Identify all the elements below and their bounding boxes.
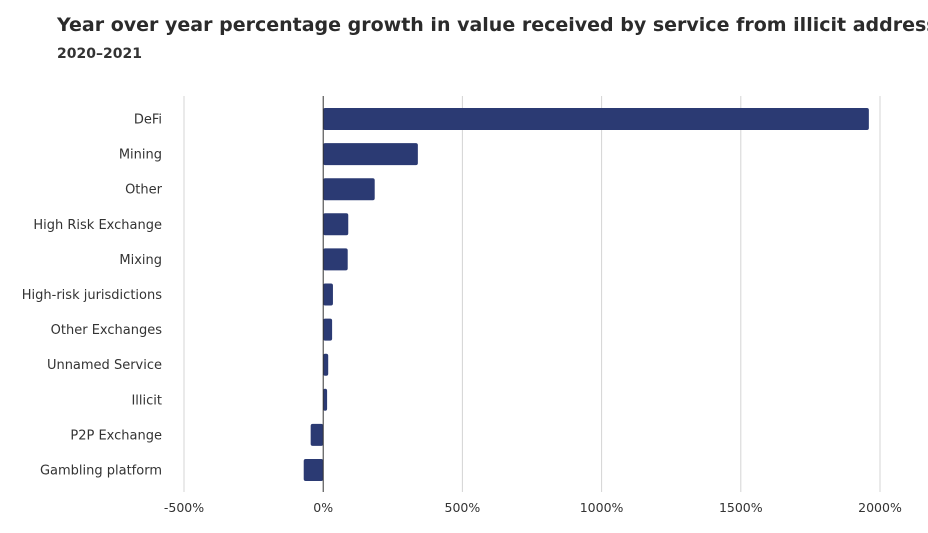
x-tick-labels: -500% 0% 500% 1000% 1500% 2000% — [164, 500, 902, 515]
bar — [323, 318, 333, 341]
x-tick-label: -500% — [164, 500, 204, 515]
category-label: P2P Exchange — [70, 428, 162, 443]
bar — [323, 353, 329, 376]
bar — [323, 143, 418, 166]
category-label: Gambling platform — [40, 464, 162, 479]
category-label: High-risk jurisdictions — [22, 288, 162, 303]
category-label: Other — [125, 183, 163, 198]
x-tick-label: 0% — [313, 500, 333, 515]
bar — [323, 248, 348, 271]
bar — [310, 423, 324, 446]
bar — [323, 178, 375, 201]
category-label: DeFi — [134, 113, 162, 128]
category-label: Mining — [119, 148, 162, 163]
category-labels: DeFi Mining Other High Risk Exchange Mixing H… — [22, 113, 163, 479]
gridlines — [183, 96, 881, 492]
bar — [323, 283, 333, 306]
x-tick-label: 500% — [445, 500, 481, 515]
category-label: Illicit — [131, 393, 162, 408]
bar — [323, 213, 349, 236]
x-tick-label: 1000% — [580, 500, 624, 515]
bar — [323, 108, 869, 130]
category-label: Mixing — [119, 253, 162, 268]
bar — [303, 459, 324, 481]
x-tick-label: 1500% — [719, 500, 763, 515]
chart-subtitle: 2020–2021 — [57, 46, 142, 62]
category-label: High Risk Exchange — [33, 218, 162, 233]
chart-title: Year over year percentage growth in valu… — [57, 14, 928, 36]
category-label: Unnamed Service — [47, 358, 162, 373]
bars — [303, 108, 869, 481]
x-tick-label: 2000% — [858, 500, 902, 515]
bar — [323, 388, 328, 411]
category-label: Other Exchanges — [51, 323, 163, 338]
